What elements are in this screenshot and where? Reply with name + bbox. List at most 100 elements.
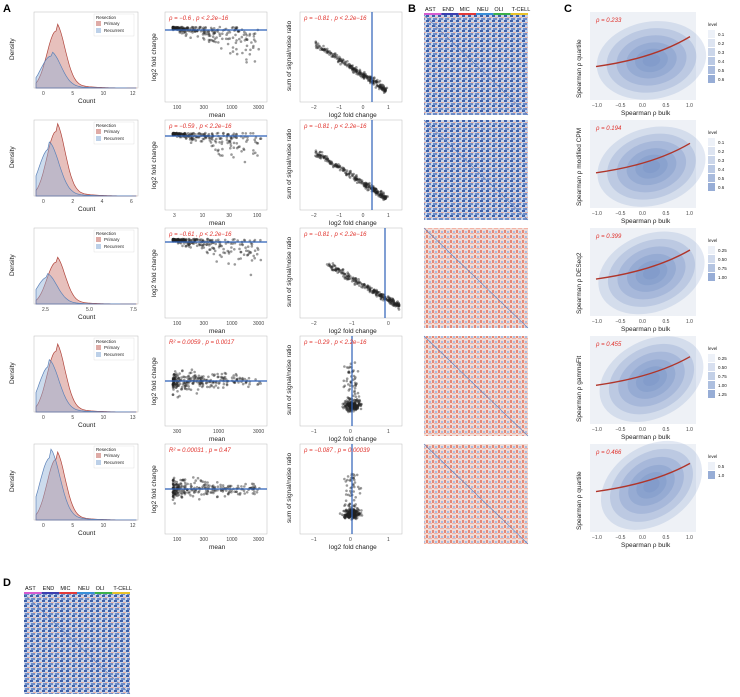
data-point <box>199 479 203 483</box>
data-point <box>357 508 361 512</box>
data-point <box>176 491 180 495</box>
data-point <box>362 73 365 76</box>
data-point <box>231 26 235 29</box>
data-point <box>252 44 255 48</box>
data-point <box>326 50 329 53</box>
data-point <box>171 238 175 241</box>
contour-xtick: 0.0 <box>639 103 646 109</box>
data-point <box>193 491 196 494</box>
data-point <box>172 381 175 384</box>
data-point <box>341 271 344 275</box>
data-point <box>183 27 187 30</box>
data-point <box>171 131 175 135</box>
data-point <box>192 137 196 141</box>
data-point <box>172 377 175 381</box>
data-point <box>353 481 357 484</box>
data-point <box>177 132 180 135</box>
data-point <box>190 25 194 29</box>
data-point <box>215 381 218 385</box>
data-point <box>174 492 178 495</box>
data-point <box>208 484 211 488</box>
data-point <box>172 378 176 381</box>
data-point <box>382 196 385 199</box>
data-point <box>182 26 186 30</box>
data-point <box>327 264 330 268</box>
data-point <box>205 243 208 246</box>
contour-xtick: −1.0 <box>592 211 602 217</box>
data-point <box>239 250 243 254</box>
data-point <box>183 481 187 485</box>
data-point <box>360 75 364 79</box>
data-point <box>229 142 232 145</box>
data-point <box>173 377 176 380</box>
data-point <box>237 257 240 261</box>
data-point <box>368 78 372 81</box>
data-point <box>194 139 198 142</box>
data-point <box>171 491 175 494</box>
data-point <box>172 238 175 241</box>
data-point <box>348 66 352 70</box>
data-point <box>212 374 216 378</box>
data-point <box>334 52 337 55</box>
data-point <box>230 246 233 249</box>
data-point <box>171 132 175 136</box>
data-point <box>171 377 175 380</box>
sn-stat: ρ = −0.087 , p = 0.00039 <box>303 448 370 454</box>
data-point <box>172 377 175 381</box>
data-point <box>250 259 254 262</box>
data-point <box>361 73 365 77</box>
data-point <box>177 376 181 380</box>
legend-box <box>93 13 135 37</box>
data-point <box>378 79 382 83</box>
sn-xtick: 1 <box>387 213 390 219</box>
sn-xtick: 0 <box>387 321 390 327</box>
data-point <box>204 491 208 494</box>
data-point <box>218 141 221 144</box>
data-point <box>252 152 255 155</box>
data-point <box>172 479 175 482</box>
correlation-heatmap: AST END MIC NEU OLI T-CELL <box>23 586 132 695</box>
density-xtick: 5 <box>71 523 74 529</box>
data-point <box>198 132 202 135</box>
data-point <box>174 26 177 30</box>
data-point <box>200 382 203 385</box>
data-point <box>200 140 204 143</box>
data-point <box>341 513 344 516</box>
data-point <box>196 132 200 136</box>
data-point <box>201 137 205 141</box>
data-point <box>380 83 384 87</box>
data-point <box>345 64 349 68</box>
data-point <box>171 26 175 30</box>
data-point <box>176 382 180 386</box>
data-point <box>171 26 175 29</box>
data-point <box>197 136 201 139</box>
legend-box <box>93 229 135 253</box>
data-point <box>379 83 382 86</box>
cell-type-bar <box>94 592 113 594</box>
data-point <box>245 140 248 143</box>
correlation-heatmap: AST END MIC NEU OLI T-CELL <box>423 7 530 545</box>
recurrent-density-curve <box>35 51 136 89</box>
data-point <box>360 72 363 76</box>
cell-type-bar <box>424 13 442 15</box>
data-point <box>183 132 186 135</box>
data-point <box>203 132 206 136</box>
data-point <box>221 484 225 487</box>
data-point <box>186 242 189 245</box>
data-point <box>382 91 386 94</box>
data-point <box>211 381 214 385</box>
data-point <box>179 238 183 241</box>
data-point <box>203 483 206 487</box>
data-point <box>224 377 228 381</box>
legend-swatch-primary <box>96 453 101 458</box>
data-point <box>192 476 195 479</box>
legend-level-label: 0.75 <box>718 266 727 271</box>
data-point <box>208 136 212 140</box>
data-point <box>171 132 175 135</box>
data-point <box>175 385 179 388</box>
data-point <box>341 268 345 271</box>
data-point <box>248 53 252 56</box>
data-point <box>172 132 175 135</box>
